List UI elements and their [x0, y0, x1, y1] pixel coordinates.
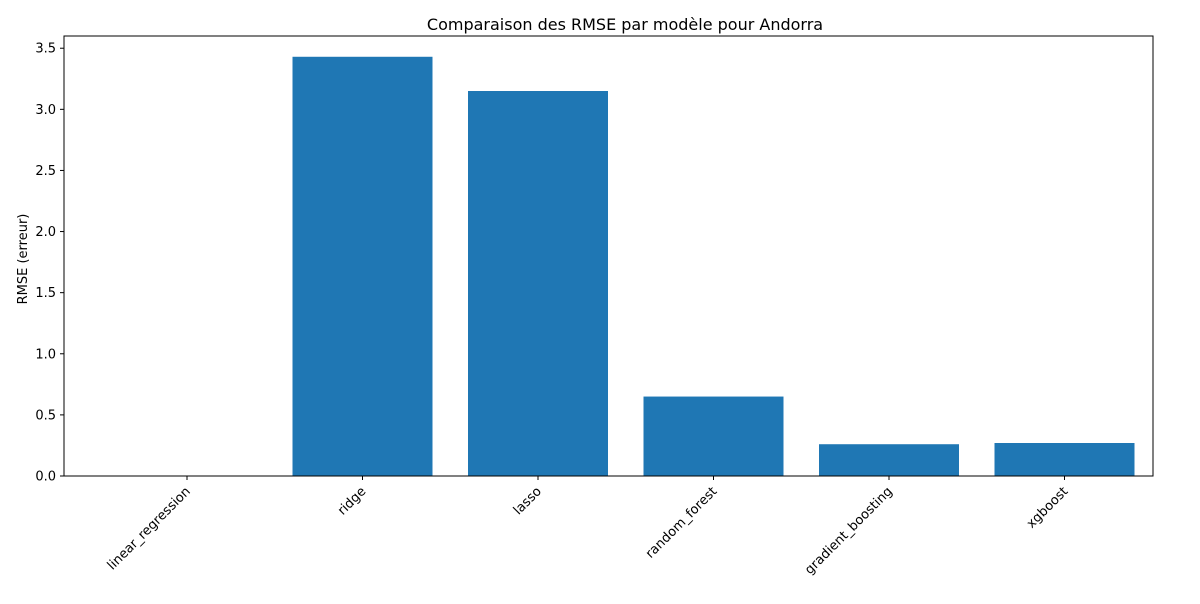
y-tick-label: 2.5 — [35, 164, 56, 179]
y-tick-label: 3.5 — [35, 42, 56, 57]
chart-title: Comparaison des RMSE par modèle pour And… — [427, 15, 823, 34]
y-tick-label: 1.5 — [35, 286, 56, 301]
y-axis-label: RMSE (erreur) — [16, 214, 31, 305]
y-ticks-layer: 0.0 0.5 1.0 1.5 2.0 2.5 3.0 3.5 — [35, 42, 64, 485]
bar-ridge — [292, 56, 433, 477]
y-tick-label: 1.0 — [35, 347, 56, 362]
x-tick-label: linear_regression — [105, 484, 194, 573]
x-tick-label: gradient_boosting — [802, 484, 896, 578]
x-tick-label: ridge — [335, 484, 369, 518]
bar-gradient-boosting — [819, 444, 959, 476]
bar-lasso — [468, 91, 608, 476]
bar-xgboost — [994, 443, 1135, 476]
plot-frame — [63, 35, 1154, 477]
x-tick-label: xgboost — [1024, 484, 1071, 531]
y-tick-label: 2.0 — [35, 225, 56, 240]
bars-layer — [292, 56, 1135, 477]
y-tick-label: 0.5 — [35, 408, 56, 423]
bar-random-forest — [643, 396, 784, 476]
y-tick-label: 3.0 — [35, 103, 56, 118]
y-tick-label: 0.0 — [35, 470, 56, 485]
x-tick-label: random_forest — [643, 484, 720, 561]
x-ticks-layer: linear_regression ridge lasso random_forest… — [105, 476, 1071, 578]
x-tick-label: lasso — [511, 484, 545, 518]
